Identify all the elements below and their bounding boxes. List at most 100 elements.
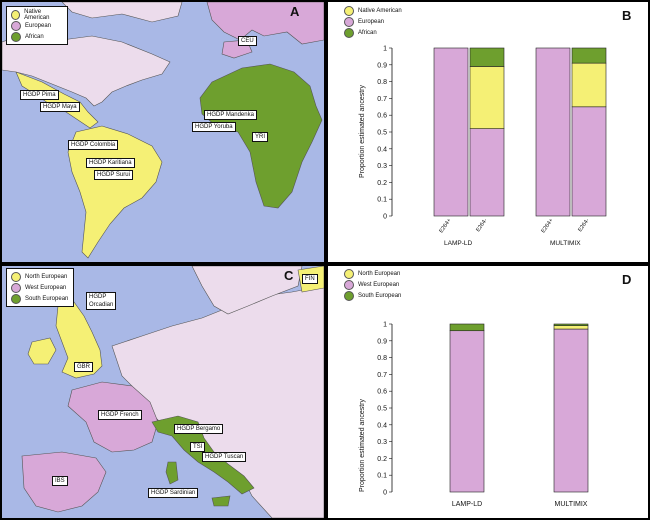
label-hgdp-pima: HGDP Pima: [20, 90, 59, 100]
x-tick-label: E264-: [577, 218, 590, 234]
legend-item-west-european: West European: [344, 279, 401, 290]
legend-item-north-european: North European: [11, 271, 69, 282]
bar-segment-european: [571, 106, 607, 217]
y-tick-label: 0.9: [377, 338, 387, 345]
legend-item-north-european: North European: [344, 268, 401, 279]
y-tick-label: 0.9: [377, 62, 387, 69]
y-tick-label: 1: [383, 322, 387, 329]
y-tick-label: 0.3: [377, 439, 387, 446]
green-swatch-icon: [11, 31, 21, 42]
bar-segment-african: [469, 47, 505, 67]
label-tsi: TSI: [190, 442, 206, 452]
y-tick-label: 0.5: [377, 406, 387, 413]
panel-b-legend: Native American European African: [344, 5, 402, 38]
bar-segment-native-american: [469, 66, 505, 129]
legend-item-native-american: Native American: [11, 9, 63, 21]
x-category-label: LAMP-LD: [452, 501, 482, 508]
panel-c-legend: North European West European South Europ…: [6, 268, 74, 307]
label-ibs: IBS: [52, 476, 68, 486]
group-label-multimix: MULTIMIX: [550, 240, 581, 247]
y-tick-label: 0.2: [377, 180, 387, 187]
chart-b-svg: 0 0.1 0.2 0.3 0.4 0.5 0.6 0.7 0.8 0.9 1 E264+ E264- E…: [377, 46, 607, 235]
legend-item-west-european: West European: [11, 282, 69, 293]
label-hgdp-tuscan: HGDP Tuscan: [202, 452, 247, 462]
y-tick-label: 0.1: [377, 473, 387, 480]
label-ceu: CEU: [238, 36, 257, 46]
panel-d-legend: North European West European South Europ…: [344, 268, 401, 301]
label-fin: FIN: [302, 274, 318, 284]
label-hgdp-mandenka: HGDP Mandenka: [204, 110, 257, 120]
north-america-landmass: [2, 31, 171, 107]
label-yri: YRI: [252, 132, 269, 142]
panel-c-map: C North European West European South Eur…: [2, 266, 324, 518]
y-tick-label: 0.1: [377, 197, 387, 204]
bar-segment-native-american: [571, 62, 607, 108]
legend-item-south-european: South European: [11, 293, 69, 304]
arctic-landmass: [61, 2, 183, 23]
green-swatch-icon: [344, 290, 354, 301]
y-tick-label: 0.4: [377, 422, 387, 429]
bar-segment-south-european: [553, 323, 589, 326]
panel-d-chart: D North European West European South Eur…: [328, 266, 648, 518]
legend-item-native-american: Native American: [344, 5, 402, 16]
y-tick-label: 0.2: [377, 456, 387, 463]
label-gbr: GBR: [74, 362, 94, 372]
ireland-landmass: [27, 337, 57, 365]
y-tick-label: 0.3: [377, 163, 387, 170]
pink-swatch-icon: [344, 279, 354, 290]
y-tick-label: 0.4: [377, 146, 387, 153]
y-tick-label: 0.6: [377, 389, 387, 396]
group-label-lamp-ld: LAMP-LD: [444, 240, 473, 247]
y-tick-label: 0.6: [377, 113, 387, 120]
sicily-landmass: [211, 495, 231, 507]
pink-swatch-icon: [11, 282, 21, 293]
y-axis-label: Proportion estimated ancestry: [359, 85, 366, 178]
label-hgdp-yoruba: HGDP Yoruba: [192, 122, 236, 132]
panel-b-chart: B Native American European African 0 0.1 0…: [328, 2, 648, 262]
bar-segment-south-european: [449, 323, 485, 332]
y-tick-label: 0.8: [377, 79, 387, 86]
y-tick-label: 0: [383, 490, 387, 497]
label-hgdp-french: HGDP French: [98, 410, 142, 420]
y-tick-label: 0.8: [377, 355, 387, 362]
bar-segment-west-european: [449, 330, 485, 493]
panel-a-legend: Native American European African: [6, 6, 68, 45]
bar-segment-north-european: [553, 325, 589, 330]
bar-segment-west-european: [553, 328, 589, 493]
great-britain-landmass: [55, 301, 103, 379]
legend-item-african: African: [11, 31, 63, 42]
y-tick-label: 0: [383, 214, 387, 221]
y-tick-label: 0.7: [377, 372, 387, 379]
legend-item-european: European: [11, 20, 63, 31]
x-category-label: MULTIMIX: [555, 501, 588, 508]
label-hgdp-sardinian: HGDP Sardinian: [148, 488, 199, 498]
legend-item-european: European: [344, 16, 402, 27]
pink-swatch-icon: [344, 16, 354, 27]
x-tick-label: E264+: [439, 218, 453, 235]
label-hgdp-orcadian: HGDP Orcadian: [86, 292, 116, 310]
panel-a-letter: A: [290, 4, 300, 19]
bar-segment-european: [469, 128, 505, 217]
pink-swatch-icon: [11, 20, 21, 31]
europe-landmass: [206, 2, 324, 45]
y-tick-label: 0.7: [377, 96, 387, 103]
panel-a-map: A Native American European African CEU H…: [2, 2, 324, 262]
legend-item-african: African: [344, 27, 402, 38]
europe-map: [21, 266, 324, 518]
panel-c-letter: C: [284, 268, 294, 283]
y-axis-label: Proportion estimated ancestry: [359, 399, 366, 492]
bar-segment-european: [433, 47, 469, 217]
label-hgdp-maya: HGDP Maya: [40, 102, 80, 112]
yellow-swatch-icon: [11, 9, 21, 20]
yellow-swatch-icon: [11, 271, 21, 282]
x-tick-label: E264-: [475, 218, 488, 234]
label-hgdp-karitiana: HGDP Karitiana: [86, 158, 135, 168]
label-hgdp-colombia: HGDP Colombia: [68, 140, 119, 150]
legend-item-south-european: South European: [344, 290, 401, 301]
green-swatch-icon: [11, 293, 21, 304]
y-tick-label: 1: [383, 46, 387, 53]
sardinia-landmass: [165, 461, 179, 485]
y-tick-label: 0.5: [377, 130, 387, 137]
label-hgdp-surui: HGDP Surui: [94, 170, 133, 180]
yellow-swatch-icon: [344, 5, 354, 16]
